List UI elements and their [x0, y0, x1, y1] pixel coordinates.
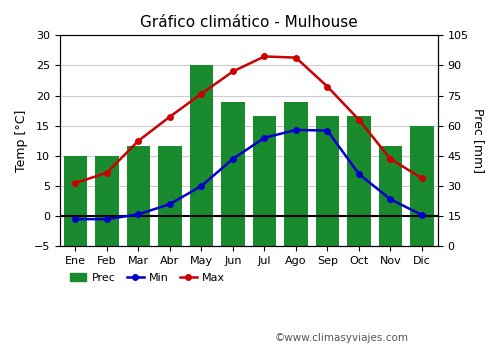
- Bar: [347, 116, 370, 246]
- Bar: [190, 65, 213, 246]
- Bar: [64, 156, 87, 246]
- Bar: [410, 126, 434, 246]
- Bar: [158, 146, 182, 246]
- Bar: [221, 102, 244, 246]
- Title: Gráfico climático - Mulhouse: Gráfico climático - Mulhouse: [140, 15, 358, 30]
- Bar: [378, 146, 402, 246]
- Bar: [95, 156, 118, 246]
- Bar: [284, 102, 308, 246]
- Bar: [316, 116, 339, 246]
- Y-axis label: Prec [mm]: Prec [mm]: [472, 108, 485, 173]
- Text: ©www.climasyviajes.com: ©www.climasyviajes.com: [275, 333, 409, 343]
- Legend: Prec, Min, Max: Prec, Min, Max: [65, 268, 230, 287]
- Bar: [252, 116, 276, 246]
- Y-axis label: Temp [°C]: Temp [°C]: [15, 110, 28, 172]
- Bar: [126, 146, 150, 246]
